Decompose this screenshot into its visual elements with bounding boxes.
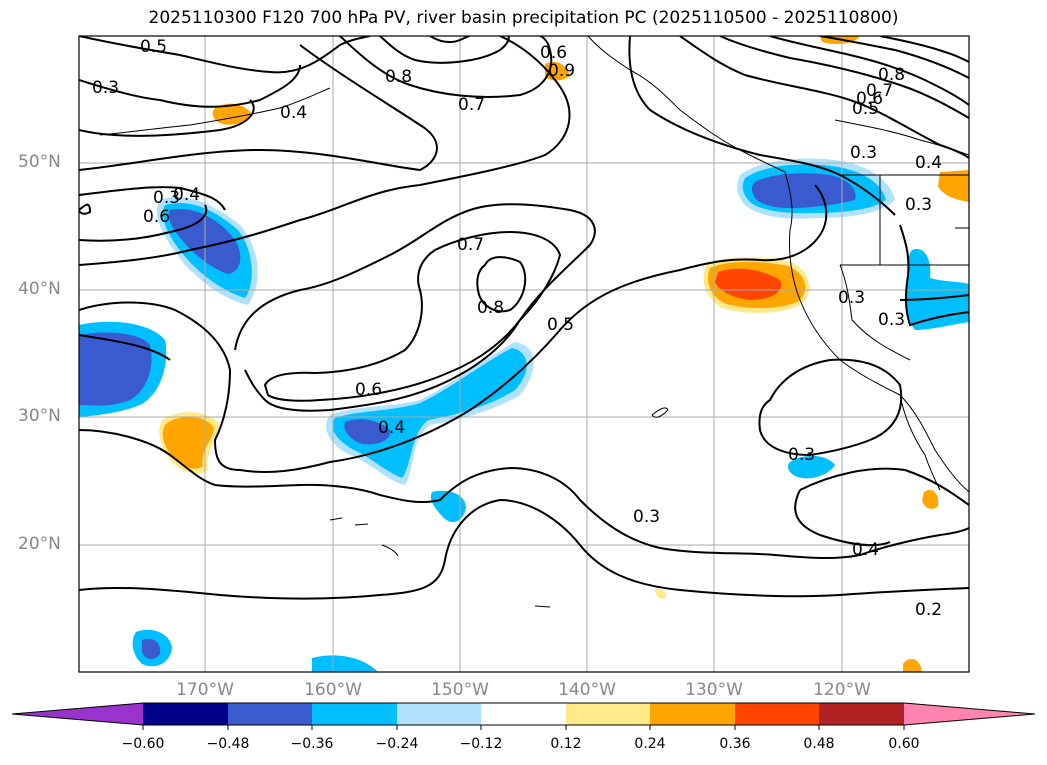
coastlines <box>99 36 969 608</box>
longitude-label: 130°W <box>685 680 743 700</box>
precip-pos-se <box>903 658 922 672</box>
colorbar-tick-label: −0.48 <box>206 736 250 752</box>
contour-label: 0.6 <box>540 43 567 63</box>
colorbar-segment <box>397 703 481 725</box>
precip-pos-mexico <box>922 489 939 509</box>
colorbar-tick-label: 0.36 <box>719 736 751 752</box>
contour-label: 0.7 <box>457 235 484 255</box>
longitude-label: 150°W <box>431 680 489 700</box>
colorbar-segment <box>735 703 819 725</box>
colorbar-segment <box>228 703 312 725</box>
contour-label: 0.9 <box>548 61 575 81</box>
map-title: 2025110300 F120 700 hPa PV, river basin … <box>148 8 899 28</box>
precip-shading <box>79 36 969 672</box>
contour-label: 0.4 <box>915 153 942 173</box>
latitude-label: 50°N <box>18 152 61 172</box>
contour-label: 0.3 <box>838 288 865 308</box>
contour-label: 0.4 <box>173 185 200 205</box>
contour-label: 0.8 <box>385 67 412 87</box>
precip-pos-small <box>655 589 667 599</box>
precip-pos-ne <box>938 170 969 202</box>
contour-label: 0.3 <box>850 143 877 163</box>
colorbar-tick-label: −0.24 <box>375 736 419 752</box>
contour-label: 0.8 <box>878 65 905 85</box>
contour-label: 0.3 <box>878 310 905 330</box>
contour-label: 0.3 <box>92 78 119 98</box>
colorbar-tick-label: −0.60 <box>121 736 165 752</box>
colorbar-tick-label: 0.60 <box>888 736 920 752</box>
precip-neg-small4 <box>787 455 835 479</box>
colorbar <box>11 702 1036 730</box>
colorbar-tick-label: −0.36 <box>290 736 334 752</box>
precip-neg-small1 <box>430 490 466 523</box>
colorbar-tick-label: 0.24 <box>634 736 666 752</box>
map-frame <box>78 35 970 673</box>
contour-label: 0.5 <box>852 99 879 119</box>
latitude-label: 30°N <box>18 406 61 426</box>
colorbar-extend-right <box>904 703 1035 725</box>
colorbar-segment <box>481 703 566 725</box>
contour-label: 0.2 <box>915 600 942 620</box>
longitude-label: 160°W <box>304 680 362 700</box>
contour-label-group: 0.5 0.3 0.4 0.8 0.7 0.6 0.9 0.8 0.7 0.6 … <box>92 37 942 620</box>
contour-label: 0.3 <box>633 507 660 527</box>
contour-label: 0.5 <box>547 315 574 335</box>
colorbar-segment <box>143 703 228 725</box>
contour-label: 0.4 <box>852 540 879 560</box>
latitude-label: 40°N <box>18 279 61 299</box>
colorbar-segment <box>819 703 904 725</box>
contour-label: 0.3 <box>905 195 932 215</box>
contour-label: 0.7 <box>866 81 893 101</box>
longitude-label: 170°W <box>176 680 234 700</box>
latitude-label: 20°N <box>18 534 61 554</box>
contour-label: 0.6 <box>143 207 170 227</box>
longitude-label: 140°W <box>558 680 616 700</box>
contour-label: 0.6 <box>355 380 382 400</box>
contour-label: 0.8 <box>477 298 504 318</box>
contour-label: 0.4 <box>378 418 405 438</box>
colorbar-extend-left <box>12 703 143 725</box>
colorbar-tick-label: −0.12 <box>459 736 503 752</box>
longitude-label: 120°W <box>813 680 871 700</box>
contour-label: 0.7 <box>458 95 485 115</box>
contour-label: 0.3 <box>153 188 180 208</box>
colorbar-segment <box>312 703 397 725</box>
colorbar-tick-label: 0.48 <box>803 736 835 752</box>
colorbar-segment <box>650 703 735 725</box>
precip-neg-small3 <box>312 655 378 672</box>
contour-label: 0.3 <box>788 445 815 465</box>
contour-label: 0.6 <box>856 89 883 109</box>
colorbar-segment <box>566 703 650 725</box>
pv-contours <box>79 36 969 600</box>
contour-label: 0.5 <box>140 37 167 57</box>
contour-label: 0.4 <box>280 103 307 123</box>
colorbar-tick-label: 0.12 <box>550 736 582 752</box>
